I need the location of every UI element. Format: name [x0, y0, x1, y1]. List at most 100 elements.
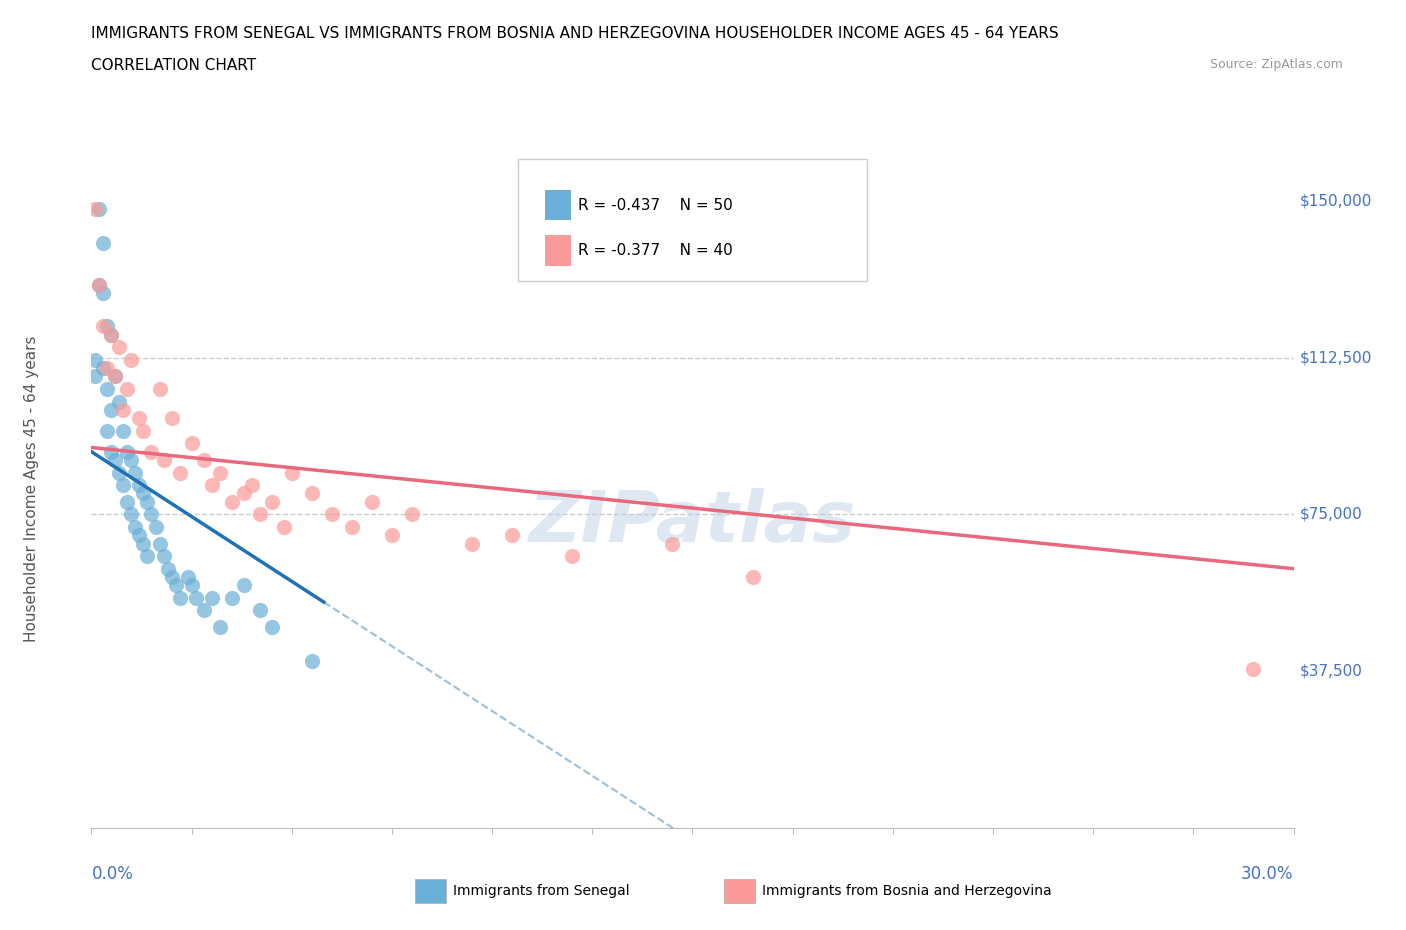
Text: CORRELATION CHART: CORRELATION CHART [91, 58, 256, 73]
Point [160, 411, 183, 426]
Point [89, 202, 111, 217]
Point [132, 486, 155, 501]
Point [108, 394, 131, 409]
Point [180, 578, 202, 592]
Point [260, 495, 283, 510]
Point [232, 486, 254, 501]
Point [169, 465, 191, 480]
Point [169, 591, 191, 605]
Point [184, 591, 207, 605]
Point [84, 352, 107, 367]
Point [501, 528, 523, 543]
Point [340, 520, 363, 535]
Point [145, 520, 167, 535]
Point [321, 507, 343, 522]
Point [93, 361, 115, 376]
Point [93, 235, 115, 250]
Point [132, 423, 155, 438]
Point [208, 619, 231, 634]
Point [100, 327, 122, 342]
Point [461, 537, 484, 551]
Point [136, 495, 159, 510]
Point [273, 520, 295, 535]
Point [84, 202, 107, 217]
Text: $150,000: $150,000 [1299, 193, 1372, 208]
Point [301, 486, 323, 501]
Point [89, 277, 111, 292]
Point [121, 453, 143, 468]
Point [117, 495, 139, 510]
Point [561, 549, 583, 564]
Point [260, 619, 283, 634]
Point [301, 653, 323, 668]
Point [201, 591, 224, 605]
Point [104, 369, 127, 384]
Point [108, 339, 131, 354]
Text: R = -0.377    N = 40: R = -0.377 N = 40 [578, 243, 733, 259]
Point [117, 381, 139, 396]
Point [128, 528, 150, 543]
Point [661, 537, 683, 551]
Point [84, 369, 107, 384]
Point [152, 549, 174, 564]
Point [201, 478, 224, 493]
Point [96, 381, 118, 396]
Text: $75,000: $75,000 [1299, 507, 1362, 522]
Point [128, 478, 150, 493]
Point [112, 423, 135, 438]
Point [141, 445, 163, 459]
Point [117, 445, 139, 459]
FancyBboxPatch shape [519, 159, 866, 281]
Point [93, 286, 115, 300]
Point [100, 403, 122, 418]
Point [180, 436, 202, 451]
Point [208, 465, 231, 480]
Point [360, 495, 382, 510]
Point [121, 507, 143, 522]
Text: 30.0%: 30.0% [1241, 865, 1294, 884]
Text: $37,500: $37,500 [1299, 663, 1362, 679]
Text: Householder Income Ages 45 - 64 years: Householder Income Ages 45 - 64 years [24, 335, 39, 642]
Point [132, 537, 155, 551]
Point [160, 569, 183, 584]
Point [401, 507, 423, 522]
Point [193, 603, 215, 618]
Point [156, 561, 179, 576]
Point [100, 327, 122, 342]
Point [249, 507, 271, 522]
Point [176, 569, 198, 584]
Point [104, 453, 127, 468]
Point [232, 578, 254, 592]
Point [128, 411, 150, 426]
Point [148, 381, 170, 396]
Point [96, 319, 118, 334]
Text: ZIPatlas: ZIPatlas [529, 487, 856, 557]
Point [104, 369, 127, 384]
Point [124, 520, 146, 535]
Point [741, 569, 763, 584]
Bar [544, 190, 571, 220]
Point [112, 478, 135, 493]
Point [141, 507, 163, 522]
Point [249, 603, 271, 618]
Point [165, 578, 187, 592]
Point [148, 537, 170, 551]
Point [121, 352, 143, 367]
Point [240, 478, 263, 493]
Point [221, 591, 243, 605]
Text: Source: ZipAtlas.com: Source: ZipAtlas.com [1209, 58, 1343, 71]
Point [124, 465, 146, 480]
Point [112, 403, 135, 418]
Text: $112,500: $112,500 [1299, 351, 1372, 365]
Text: Immigrants from Bosnia and Herzegovina: Immigrants from Bosnia and Herzegovina [762, 884, 1052, 898]
Point [1243, 661, 1265, 676]
Text: R = -0.437    N = 50: R = -0.437 N = 50 [578, 198, 733, 213]
Text: 0.0%: 0.0% [91, 865, 134, 884]
Point [89, 277, 111, 292]
Text: IMMIGRANTS FROM SENEGAL VS IMMIGRANTS FROM BOSNIA AND HERZEGOVINA HOUSEHOLDER IN: IMMIGRANTS FROM SENEGAL VS IMMIGRANTS FR… [91, 26, 1059, 41]
Point [96, 361, 118, 376]
Point [152, 453, 174, 468]
Bar [544, 235, 571, 266]
Text: Immigrants from Senegal: Immigrants from Senegal [453, 884, 630, 898]
Point [193, 453, 215, 468]
